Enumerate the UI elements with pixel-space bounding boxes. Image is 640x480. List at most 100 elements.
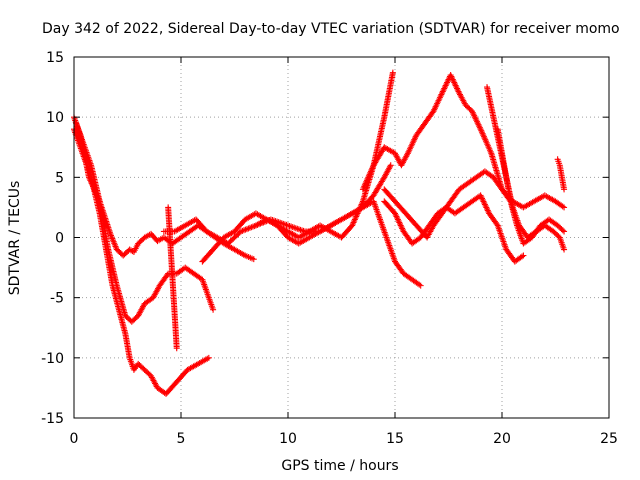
trace-marker: [204, 355, 211, 362]
trace-marker: [205, 293, 212, 300]
trace-marker: [382, 232, 389, 239]
trace-marker: [389, 208, 396, 215]
y-axis-label: SDTVAR / TECUs: [7, 181, 23, 296]
trace-marker: [171, 381, 178, 388]
trace-marker: [175, 236, 182, 243]
trace-marker: [145, 370, 152, 377]
trace-marker: [529, 199, 536, 206]
trace-marker: [556, 160, 563, 167]
trace-marker: [212, 233, 219, 240]
trace-marker: [457, 206, 464, 213]
trace-marker: [487, 148, 494, 155]
y-tick-labels: -15 -10 -5 0 5 10 15: [41, 50, 64, 427]
trace-marker: [432, 213, 439, 220]
trace-marker: [126, 316, 133, 323]
chart-title: Day 342 of 2022, Sidereal Day-to-day VTE…: [42, 21, 620, 37]
trace-marker: [207, 248, 214, 255]
trace-marker: [380, 115, 387, 122]
trace-marker: [173, 343, 180, 350]
trace-marker: [560, 184, 567, 191]
y-tick-label: 15: [46, 50, 64, 66]
trace-marker: [283, 221, 290, 228]
trace-marker: [282, 232, 289, 239]
trace-marker: [551, 220, 558, 227]
trace-marker: [240, 251, 247, 258]
trace-marker: [326, 223, 333, 230]
trace-marker: [113, 281, 120, 288]
trace-marker: [139, 236, 146, 243]
trace-marker: [461, 182, 468, 189]
x-tick-label: 25: [600, 431, 618, 447]
trace-marker: [547, 226, 554, 233]
trace-marker: [479, 170, 486, 177]
trace-marker: [152, 235, 159, 242]
trace-marker: [163, 273, 170, 280]
trace-marker: [304, 229, 311, 236]
y-tick-label: -10: [41, 351, 64, 367]
trace-marker: [517, 254, 524, 261]
trace-marker: [336, 217, 343, 224]
trace-marker: [558, 172, 565, 179]
trace-marker: [414, 236, 421, 243]
trace-marker: [407, 237, 414, 244]
trace-marker: [560, 244, 567, 251]
trace-marker: [78, 136, 85, 143]
trace-marker: [454, 189, 461, 196]
series-track-e: [199, 69, 396, 265]
trace-marker: [522, 231, 529, 238]
trace-marker: [554, 232, 561, 239]
trace-marker: [559, 203, 566, 210]
y-tick-label: 0: [55, 231, 64, 247]
trace-marker: [445, 201, 452, 208]
trace-marker: [535, 225, 542, 232]
trace-marker: [240, 218, 247, 225]
trace-marker: [558, 202, 565, 209]
x-tick-label: 5: [177, 431, 186, 447]
trace-marker: [492, 219, 499, 226]
trace-marker: [218, 236, 225, 243]
trace-marker: [180, 223, 187, 230]
trace-marker: [304, 235, 311, 242]
trace-marker: [487, 172, 494, 179]
trace-marker: [497, 183, 504, 190]
series-track-f: [252, 198, 424, 289]
data-points: [71, 69, 568, 397]
y-tick-label: 5: [55, 170, 64, 186]
trace-marker: [414, 280, 421, 287]
trace-marker: [424, 225, 431, 232]
trace-marker: [389, 195, 396, 202]
trace-marker: [315, 229, 322, 236]
trace-marker: [201, 226, 208, 233]
trace-marker: [117, 250, 124, 257]
trace-marker: [420, 122, 427, 129]
x-tick-label: 0: [70, 431, 79, 447]
trace-marker: [147, 296, 154, 303]
trace-marker: [500, 160, 507, 167]
trace-marker: [428, 110, 435, 117]
trace-marker: [229, 245, 236, 252]
trace-marker: [490, 112, 497, 119]
y-tick-label: 10: [46, 110, 64, 126]
trace-marker: [358, 205, 365, 212]
trace-marker: [379, 147, 386, 154]
trace-marker: [183, 230, 190, 237]
trace-marker: [466, 200, 473, 207]
trace-marker: [376, 214, 383, 221]
axis-ticks: [73, 56, 610, 419]
trace-marker: [400, 208, 407, 215]
trace-marker: [411, 220, 418, 227]
trace-marker: [379, 177, 386, 184]
trace-marker: [449, 208, 456, 215]
trace-marker: [416, 281, 423, 288]
trace-marker: [368, 194, 375, 201]
trace-marker: [96, 196, 103, 203]
trace-marker: [104, 244, 111, 251]
series-track-c: [73, 120, 217, 325]
trace-marker: [526, 236, 533, 243]
trace-marker: [87, 160, 94, 167]
trace-marker: [438, 91, 445, 98]
trace-marker: [406, 274, 413, 281]
trace-marker: [404, 151, 411, 158]
x-axis-label: GPS time / hours: [281, 458, 398, 474]
